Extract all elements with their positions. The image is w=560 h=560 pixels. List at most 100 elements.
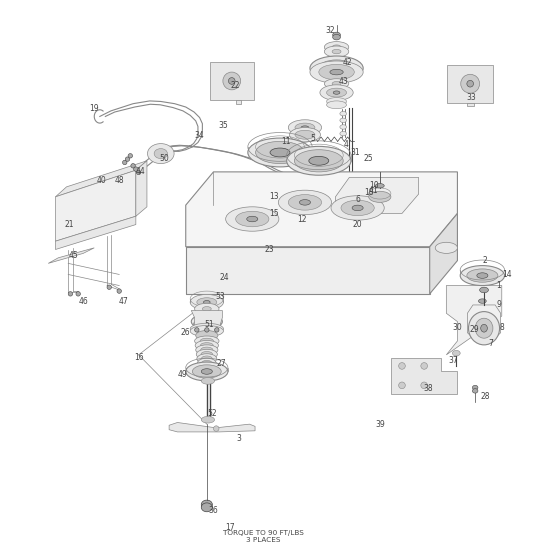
Text: 1: 1: [497, 281, 501, 290]
Circle shape: [213, 426, 219, 431]
Text: 6: 6: [355, 195, 360, 204]
Ellipse shape: [319, 64, 354, 80]
Text: 44: 44: [136, 167, 145, 176]
Ellipse shape: [247, 216, 258, 222]
Ellipse shape: [290, 128, 320, 142]
Polygon shape: [186, 247, 430, 294]
Ellipse shape: [195, 304, 219, 314]
Ellipse shape: [196, 330, 218, 340]
Circle shape: [228, 78, 235, 85]
Ellipse shape: [469, 311, 500, 345]
Text: 42: 42: [343, 58, 352, 67]
Polygon shape: [55, 170, 136, 241]
Ellipse shape: [270, 148, 290, 157]
Ellipse shape: [226, 207, 279, 231]
Polygon shape: [430, 213, 458, 294]
Text: 28: 28: [480, 392, 490, 401]
Ellipse shape: [352, 205, 363, 211]
Ellipse shape: [473, 389, 478, 393]
Text: 5: 5: [311, 134, 316, 143]
Ellipse shape: [295, 130, 315, 139]
Ellipse shape: [300, 199, 310, 205]
Text: 12: 12: [297, 214, 307, 223]
Ellipse shape: [332, 45, 341, 49]
Circle shape: [421, 382, 427, 389]
Polygon shape: [55, 161, 147, 197]
Polygon shape: [186, 172, 458, 247]
Ellipse shape: [479, 287, 488, 293]
Text: 3: 3: [236, 433, 241, 442]
Ellipse shape: [288, 195, 321, 210]
Polygon shape: [192, 310, 222, 329]
Circle shape: [125, 157, 130, 161]
Circle shape: [68, 292, 73, 296]
Text: 36: 36: [208, 506, 218, 515]
Ellipse shape: [332, 82, 341, 86]
Ellipse shape: [197, 298, 217, 307]
Circle shape: [128, 153, 133, 158]
Ellipse shape: [201, 417, 214, 423]
Ellipse shape: [197, 354, 217, 364]
Ellipse shape: [320, 85, 353, 100]
Circle shape: [223, 72, 241, 90]
Ellipse shape: [201, 503, 212, 512]
Polygon shape: [169, 422, 255, 432]
Ellipse shape: [190, 323, 223, 334]
Polygon shape: [446, 286, 502, 355]
Ellipse shape: [201, 352, 213, 357]
Ellipse shape: [194, 318, 220, 330]
Text: 40: 40: [96, 176, 106, 185]
Circle shape: [467, 81, 474, 87]
Polygon shape: [391, 358, 458, 394]
Bar: [209, 62, 254, 100]
Text: 47: 47: [119, 297, 129, 306]
Ellipse shape: [193, 365, 221, 378]
Text: 27: 27: [217, 358, 227, 368]
Circle shape: [137, 170, 141, 175]
Circle shape: [461, 74, 479, 93]
Circle shape: [195, 328, 199, 332]
Ellipse shape: [248, 138, 312, 167]
Polygon shape: [136, 161, 147, 216]
Text: 30: 30: [452, 323, 463, 332]
Ellipse shape: [295, 150, 343, 172]
Ellipse shape: [310, 56, 363, 81]
Ellipse shape: [200, 338, 213, 344]
Circle shape: [399, 363, 405, 369]
Ellipse shape: [255, 141, 305, 164]
Text: 23: 23: [264, 245, 274, 254]
Ellipse shape: [340, 125, 347, 129]
Ellipse shape: [200, 343, 213, 348]
Text: 34: 34: [195, 132, 204, 141]
Text: 10: 10: [370, 181, 379, 190]
Ellipse shape: [341, 200, 374, 216]
Ellipse shape: [201, 377, 214, 384]
Text: 4: 4: [344, 139, 349, 148]
Circle shape: [421, 363, 427, 369]
Text: 17: 17: [225, 524, 235, 533]
Circle shape: [117, 289, 122, 293]
Text: 32: 32: [325, 26, 335, 35]
Ellipse shape: [326, 88, 347, 97]
Ellipse shape: [147, 143, 174, 164]
Text: 18: 18: [364, 188, 374, 197]
Text: 20: 20: [353, 220, 362, 229]
Text: 7: 7: [488, 339, 493, 348]
Ellipse shape: [330, 65, 343, 72]
Polygon shape: [236, 100, 241, 104]
Ellipse shape: [195, 340, 218, 351]
Circle shape: [131, 164, 136, 168]
Ellipse shape: [324, 79, 349, 88]
Ellipse shape: [452, 351, 460, 356]
Text: 37: 37: [448, 356, 458, 365]
Circle shape: [76, 292, 81, 296]
Ellipse shape: [331, 196, 384, 220]
Ellipse shape: [196, 349, 217, 360]
Ellipse shape: [203, 301, 210, 304]
Ellipse shape: [186, 362, 228, 381]
Ellipse shape: [201, 368, 212, 374]
Ellipse shape: [190, 325, 223, 337]
Ellipse shape: [340, 111, 347, 116]
Ellipse shape: [477, 273, 488, 278]
Text: 22: 22: [231, 81, 240, 91]
